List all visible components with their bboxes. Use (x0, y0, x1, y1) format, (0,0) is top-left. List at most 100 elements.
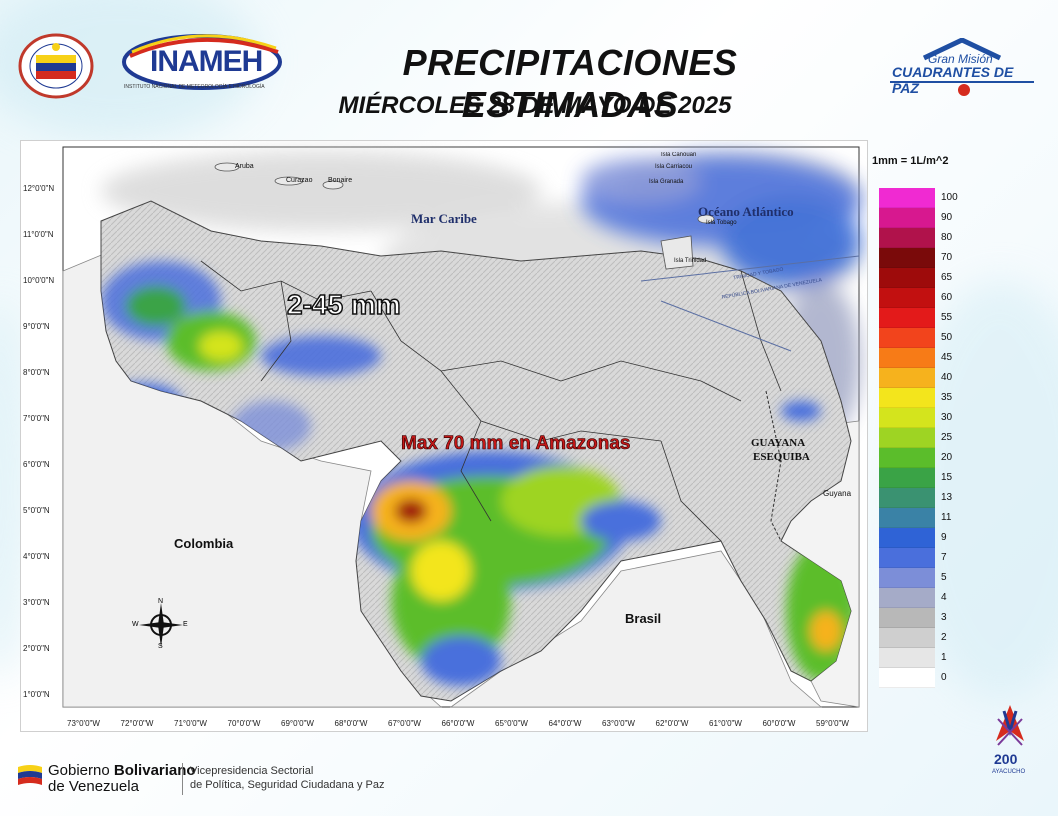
legend-swatch (879, 288, 935, 308)
legend-swatch (879, 428, 935, 448)
legend-label: 3 (941, 612, 947, 623)
compass-n: N (158, 598, 164, 605)
inameh-tagline: INSTITUTO NACIONAL DE METEOROLOGÍA E HID… (124, 84, 265, 90)
legend-swatch (879, 388, 935, 408)
longitude-tick-label: 69°0'0"W (281, 719, 314, 728)
footer-vice-line1: Vicepresidencia Sectorial (190, 765, 314, 777)
footer-gobierno: Gobierno (48, 762, 110, 779)
legend-swatch (879, 228, 935, 248)
latitude-tick-label: 11°0'0"N (23, 230, 54, 239)
legend-swatch (879, 488, 935, 508)
legend-swatch (879, 208, 935, 228)
inameh-logo: INAMEH INSTITUTO NACIONAL DE METEOROLOGÍ… (120, 30, 290, 92)
latitude-tick-label: 9°0'0"N (23, 322, 50, 331)
legend-swatch (879, 408, 935, 428)
label-isla-carriacou: Isla Carriacou (655, 164, 693, 170)
legend-label: 90 (941, 212, 953, 223)
compass-e: E (183, 621, 188, 628)
legend-label: 30 (941, 412, 953, 423)
footer-bolivariano: Bolivariano (113, 762, 196, 779)
label-guayana: GUAYANA (751, 437, 806, 449)
inameh-logo-text: INAMEH (150, 45, 263, 78)
longitude-tick-label: 61°0'0"W (709, 719, 742, 728)
label-aruba: Aruba (235, 163, 254, 170)
legend-label: 65 (941, 272, 953, 283)
longitude-tick-label: 71°0'0"W (174, 719, 207, 728)
latitude-tick-label: 7°0'0"N (23, 414, 50, 423)
latitude-tick-label: 5°0'0"N (23, 506, 50, 515)
legend-unit: 1mm = 1L/m^2 (872, 155, 949, 167)
legend-swatch (879, 648, 935, 668)
legend-label: 5 (941, 572, 947, 583)
legend-swatch (879, 468, 935, 488)
latitude-tick-label: 8°0'0"N (23, 368, 50, 377)
legend-label: 25 (941, 432, 953, 443)
footer-vice-line2: de Política, Seguridad Ciudadana y Paz (190, 779, 385, 791)
longitude-tick-label: 67°0'0"W (388, 719, 421, 728)
legend-label: 55 (941, 312, 953, 323)
legend-label: 4 (941, 592, 947, 603)
legend-swatch (879, 608, 935, 628)
label-oceano-atlantico: Océano Atlántico (698, 204, 794, 219)
legend-label: 50 (941, 332, 953, 343)
venezuela-flag-icon (18, 765, 42, 785)
legend-label: 9 (941, 532, 947, 543)
gran-mision-cuadrantes-logo: Gran Misión CUADRANTES DE PAZ (884, 37, 1042, 102)
longitude-tick-label: 64°0'0"W (548, 719, 582, 728)
precipitation-map: Mar Caribe Océano Atlántico Colombia Bra… (20, 140, 868, 732)
latitude-tick-label: 3°0'0"N (23, 598, 50, 607)
label-mar-caribe: Mar Caribe (411, 211, 477, 226)
compass-w: W (132, 621, 139, 628)
legend-swatch (879, 628, 935, 648)
label-brasil: Brasil (625, 611, 662, 626)
legend-label: 100 (941, 192, 958, 203)
range-annotation: 2-45 mm (286, 288, 401, 321)
legend-swatch (879, 248, 935, 268)
compass-s: S (158, 643, 163, 650)
legend-swatch (879, 508, 935, 528)
legend-label: 40 (941, 372, 953, 383)
badge-number: 200 (994, 751, 1018, 767)
legend-label: 7 (941, 552, 947, 563)
legend-swatch (879, 348, 935, 368)
legend-label: 45 (941, 352, 953, 363)
longitude-tick-label: 72°0'0"W (120, 719, 154, 728)
legend-swatch (879, 548, 935, 568)
footer-de-venezuela: de Venezuela (48, 778, 139, 795)
label-guyana: Guyana (823, 489, 852, 498)
legend-swatch (879, 188, 935, 208)
label-esequiba: ESEQUIBA (753, 451, 810, 463)
legend-swatch (879, 668, 935, 688)
label-isla-tobago: Isla Tobago (706, 220, 737, 226)
longitude-tick-label: 73°0'0"W (67, 719, 100, 728)
legend-swatch (879, 568, 935, 588)
longitude-tick-label: 59°0'0"W (816, 719, 849, 728)
latitude-tick-label: 12°0'0"N (23, 184, 55, 193)
latitude-tick-label: 10°0'0"N (23, 276, 55, 285)
label-isla-canouan: Isla Canouan (661, 152, 697, 158)
longitude-tick-label: 70°0'0"W (227, 719, 261, 728)
government-seal-logo (18, 33, 94, 99)
legend-swatch (879, 528, 935, 548)
legend-label: 80 (941, 232, 953, 243)
label-bonaire: Bonaire (328, 177, 353, 184)
legend-swatch (879, 588, 935, 608)
max-annotation: Max 70 mm en Amazonas (401, 433, 631, 455)
map-canvas (62, 146, 861, 708)
page-title: PRECIPITACIONES ESTIMADAS (402, 42, 738, 125)
latitude-tick-label: 4°0'0"N (23, 552, 50, 561)
legend-label: 2 (941, 632, 947, 643)
legend-label: 15 (941, 472, 953, 483)
compass-rose (139, 603, 183, 647)
label-colombia: Colombia (174, 536, 234, 551)
gran-mision-line2: CUADRANTES DE PAZ (892, 64, 1014, 96)
footer: Gobierno Bolivariano de Venezuela Vicepr… (0, 705, 1058, 816)
legend-swatch (879, 368, 935, 388)
legend-label: 0 (941, 672, 947, 683)
longitude-tick-label: 62°0'0"W (655, 719, 689, 728)
legend-label: 60 (941, 292, 953, 303)
longitude-tick-label: 65°0'0"W (495, 719, 528, 728)
gran-mision-line1: Gran Misión (928, 52, 993, 66)
legend-label: 1 (941, 652, 947, 663)
latitude-tick-label: 1°0'0"N (23, 690, 50, 699)
